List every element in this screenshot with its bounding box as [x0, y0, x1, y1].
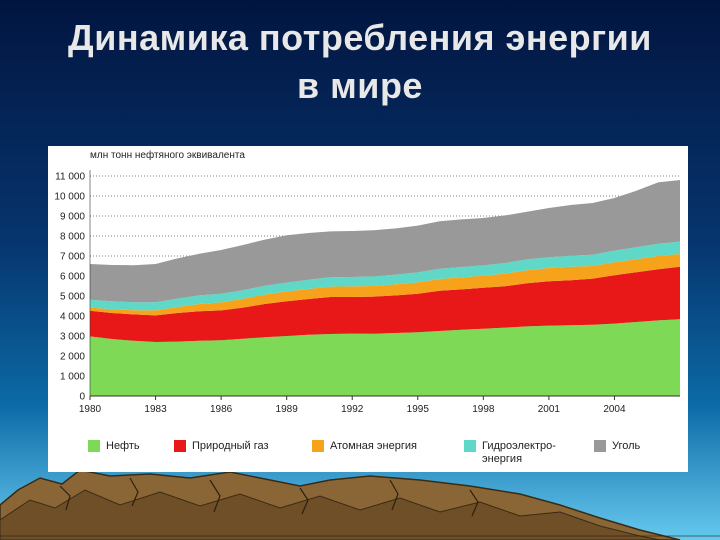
chart-panel: 0 1 000 2 000 3 000 4 000 5 000 6 000 7 000 8 00…	[48, 146, 688, 472]
slide-title: Динамика потребления энергии в мире	[0, 14, 720, 110]
legend-item-3: Атомная энергия	[312, 440, 417, 453]
legend-label: Уголь	[612, 440, 641, 452]
x-tick-label: 1995	[407, 404, 430, 415]
y-tick-label: 11 000	[55, 172, 85, 183]
y-tick-label: 6 000	[60, 272, 85, 283]
legend-item-5: Уголь	[594, 440, 640, 453]
legend-swatch	[174, 440, 186, 452]
stacked-areas	[90, 180, 680, 396]
slide-title-line-1: Динамика потребления энергии	[68, 17, 652, 58]
area-series-3	[90, 254, 680, 316]
legend-label: Атомная энергия	[330, 440, 417, 452]
x-tick-label: 2001	[538, 404, 561, 415]
legend-swatch	[88, 440, 100, 452]
axes: 0 1 000 2 000 3 000 4 000 5 000 6 000 7 000 8 00…	[54, 170, 680, 415]
slide-title-line-2: в мире	[297, 65, 423, 106]
x-tick-label: 1992	[341, 404, 364, 415]
y-tick-label: 2 000	[60, 352, 85, 363]
mountain-range-illustration	[0, 469, 720, 540]
legend-item-4: Гидроэлектро- энергия	[464, 440, 556, 466]
legend-item-1: Нефть	[88, 440, 140, 453]
y-tick-label: 7 000	[60, 252, 85, 263]
x-tick-label: 1998	[472, 404, 495, 415]
legend-label: Нефть	[106, 440, 140, 452]
x-tick-label: 1986	[210, 404, 233, 415]
x-tick-label: 2004	[603, 404, 626, 415]
legend-swatch	[464, 440, 476, 452]
legend-label: Природный газ	[192, 440, 269, 452]
y-tick-label: 4 000	[60, 312, 85, 323]
x-tick-label: 1989	[276, 404, 299, 415]
x-tick-label: 1983	[144, 404, 167, 415]
y-tick-label: 1 000	[60, 372, 85, 383]
y-axis-label: млн тонн нефтяного эквивалента	[90, 149, 245, 161]
y-tick-label: 3 000	[60, 332, 85, 343]
y-tick-label: 10 000	[54, 192, 85, 203]
y-tick-label: 0	[79, 392, 85, 403]
y-tick-label: 9 000	[60, 212, 85, 223]
legend-label: Гидроэлектро- энергия	[482, 440, 556, 465]
legend-swatch	[312, 440, 324, 452]
x-tick-label: 1980	[79, 404, 102, 415]
y-tick-label: 8 000	[60, 232, 85, 243]
legend-item-2: Природный газ	[174, 440, 269, 453]
energy-consumption-area-chart: 0 1 000 2 000 3 000 4 000 5 000 6 000 7 000 8 00…	[54, 149, 680, 415]
area-series-4	[90, 241, 680, 311]
area-series-1	[90, 319, 680, 396]
legend-swatch	[594, 440, 606, 452]
y-tick-label: 5 000	[60, 292, 85, 303]
area-series-5	[90, 180, 680, 303]
area-series-2	[90, 266, 680, 342]
chart-legend: Нефть Природный газ Атомная энергия Гидроэл…	[88, 436, 688, 472]
